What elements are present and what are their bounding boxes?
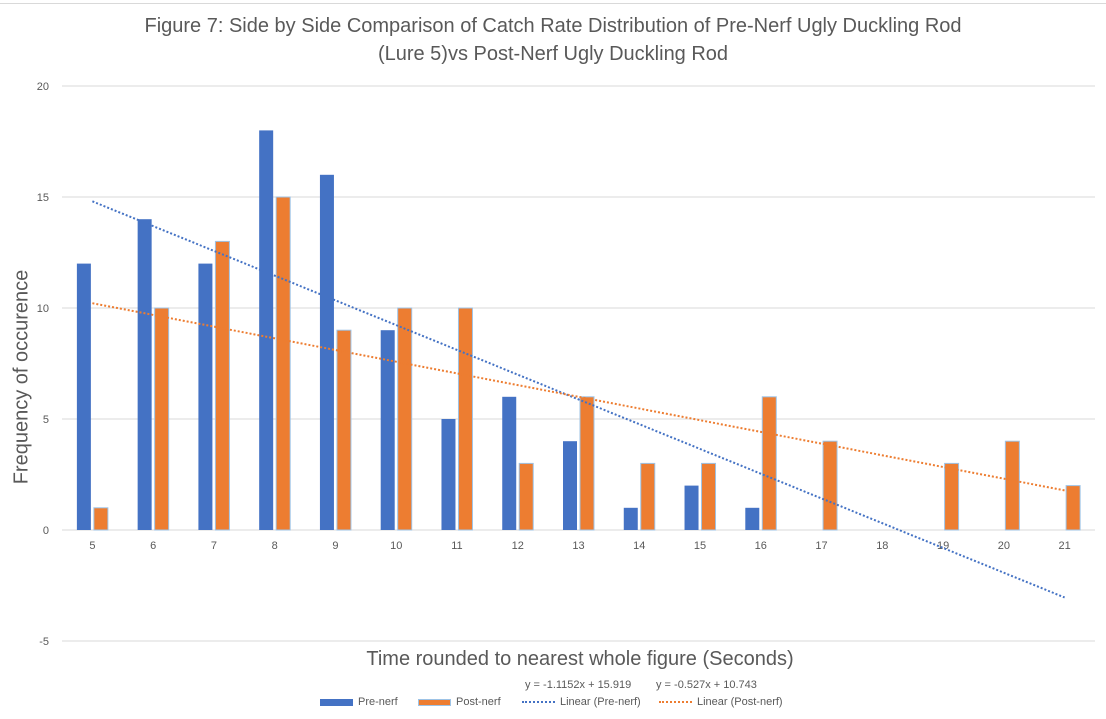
y-tick-label: -5 [39,636,49,648]
chart-title-line-2: (Lure 5)vs Post-Nerf Ugly Duckling Rod [377,43,729,65]
x-tick-label: 10 [390,540,402,552]
trendline-post-nerf [92,302,1065,492]
bar-post-nerf [457,307,473,531]
bar-pre-nerf [623,507,638,530]
x-tick-label: 12 [512,540,524,552]
bar-post-nerf [154,307,170,531]
x-tick-label: 20 [998,540,1010,552]
legend-label-pre-nerf: Pre-nerf [358,696,398,708]
bar-post-nerf [944,462,960,531]
bar-pre-nerf [198,263,213,530]
bar-post-nerf [822,440,838,531]
legend-swatch-linear-pre-nerf [522,701,555,703]
bar-post-nerf [518,462,534,531]
y-axis-ticks: -5 0 5 10 15 20 [37,81,49,648]
y-tick-label: 5 [43,414,49,426]
bar-post-nerf [761,396,777,531]
chart-title-line-1: Figure 7: Side by Side Comparison of Cat… [144,15,962,37]
bar-post-nerf [1004,440,1020,531]
trendline-equation-post-nerf: y = -0.527x + 10.743 [656,679,757,691]
bar-post-nerf [93,507,109,531]
x-tick-label: 16 [755,540,767,552]
bar-pre-nerf [684,485,699,530]
bar-pre-nerf [745,507,760,530]
x-tick-label: 7 [211,540,217,552]
bar-pre-nerf [259,130,274,530]
bar-post-nerf [640,462,656,531]
legend-label-linear-pre-nerf: Linear (Pre-nerf) [560,696,641,708]
y-tick-label: 20 [37,81,49,93]
x-tick-label: 11 [451,540,462,552]
x-tick-label: 8 [272,540,278,552]
bar-post-nerf [1065,485,1081,531]
bar-post-nerf [397,307,413,531]
bar-post-nerf [701,462,717,531]
bar-pre-nerf [380,330,395,530]
legend: Pre-nerf Post-nerf y = -1.1152x + 15.919… [0,678,1106,714]
bar-post-nerf [336,329,352,531]
legend-swatch-post-nerf [418,698,451,706]
x-tick-label: 6 [150,540,156,552]
legend-label-linear-post-nerf: Linear (Post-nerf) [697,696,783,708]
trendlines [92,200,1065,599]
spreadsheet-cell-border [0,0,1106,4]
y-tick-label: 15 [37,192,49,204]
x-tick-label: 9 [332,540,338,552]
bar-pre-nerf [563,441,577,530]
x-axis-title: Time rounded to nearest whole figure (Se… [366,648,794,670]
bar-pre-nerf [137,219,152,530]
bar-post-nerf [579,396,595,531]
y-tick-label: 0 [43,525,49,537]
bar-pre-nerf [76,263,91,530]
chart-title: Figure 7: Side by Side Comparison of Cat… [0,12,1106,68]
bar-pre-nerf [441,419,456,530]
legend-swatch-linear-post-nerf [659,701,692,703]
bars [76,130,1081,531]
legend-swatch-pre-nerf [320,698,353,706]
x-tick-label: 21 [1058,540,1070,552]
bar-pre-nerf [319,174,334,531]
x-tick-label: 5 [89,540,95,552]
x-tick-label: 13 [572,540,584,552]
x-tick-label: 15 [694,540,706,552]
bar-pre-nerf [502,396,517,530]
legend-item-post-nerf: Post-nerf [418,695,501,709]
x-tick-label: 18 [876,540,888,552]
legend-label-post-nerf: Post-nerf [456,696,501,708]
bar-post-nerf [214,240,230,531]
x-tick-label: 14 [633,540,645,552]
y-axis-title: Frequency of occurence [10,269,33,485]
trendline-pre-nerf [92,200,1065,599]
y-tick-label: 10 [37,303,49,315]
legend-item-pre-nerf: Pre-nerf [320,695,398,709]
x-axis-ticks: 5 6 7 8 9 10 11 12 13 14 15 16 17 18 19 20 21 [89,540,1070,552]
gridlines [62,85,1095,642]
legend-item-linear-post-nerf: Linear (Post-nerf) [659,695,783,709]
bar-post-nerf [275,196,291,531]
trendline-equation-pre-nerf: y = -1.1152x + 15.919 [525,679,632,691]
legend-item-linear-pre-nerf: Linear (Pre-nerf) [522,695,641,709]
x-tick-label: 17 [815,540,827,552]
